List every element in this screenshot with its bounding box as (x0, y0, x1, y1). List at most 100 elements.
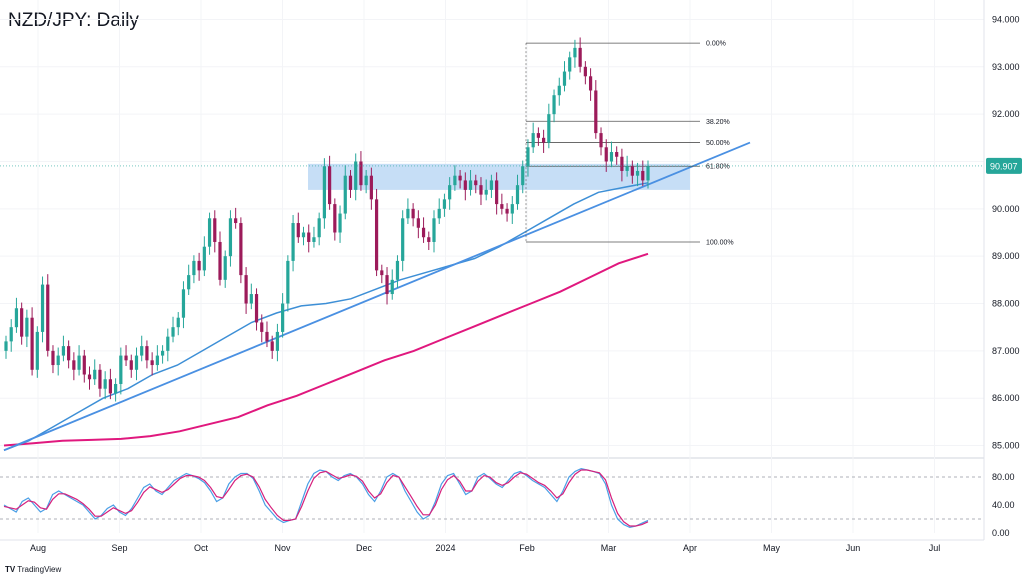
price-axis-bg (984, 0, 1024, 576)
candle-body (119, 355, 123, 384)
candle-body (67, 346, 71, 361)
candle-body (239, 223, 243, 276)
candle-body (160, 350, 165, 356)
candle-body (479, 185, 483, 195)
candle-body (30, 317, 34, 370)
trendline-line (3, 141, 751, 452)
candle-body (588, 76, 593, 91)
price-tick-label: 92.000 (992, 109, 1020, 119)
candle-body (547, 114, 551, 143)
price-tick-label: 90.000 (992, 204, 1020, 214)
candle-body (500, 204, 504, 209)
last-price-tag (986, 157, 1022, 174)
price-tick-label: 86.000 (992, 393, 1020, 403)
time-tick-label: Jul (929, 543, 941, 553)
candle-body (432, 218, 436, 242)
tradingview-footer: TV TradingView (5, 565, 61, 574)
candle-body (218, 241, 222, 280)
candle-body (270, 341, 274, 351)
candle-body (192, 260, 196, 276)
stoch-line (3, 469, 649, 527)
stochastic-panel: 80.00 40.00 0.00 (0, 467, 1015, 538)
candle-body (93, 369, 97, 380)
candle-body (140, 346, 144, 356)
tradingview-logo: TV (5, 565, 16, 574)
candle-body (526, 147, 530, 167)
trendline (3, 141, 751, 452)
last-price-label: 90.907 (990, 161, 1018, 171)
candle-body (46, 284, 50, 351)
stoch-tick-label: 80.00 (992, 472, 1015, 482)
candle-body (484, 189, 488, 195)
time-tick-label: 2024 (435, 543, 455, 553)
candle-body (416, 218, 420, 228)
stoch-tick-label: 0.00 (992, 528, 1010, 538)
candle-body (9, 327, 13, 342)
candle-body (87, 374, 92, 380)
candle-body (406, 208, 410, 219)
candle-body (77, 355, 81, 370)
candle-body (343, 175, 347, 214)
candle-body (390, 279, 394, 295)
candle-body (249, 294, 253, 304)
fib-level-label: 50.00% (706, 140, 730, 147)
candle-body (395, 260, 400, 280)
candle-body (536, 133, 540, 138)
candle-body (291, 223, 295, 261)
fib-level-label: 0.00% (706, 41, 726, 48)
candle-body (322, 166, 326, 219)
time-tick-label: Sep (111, 543, 127, 553)
candle-body (562, 71, 567, 86)
price-tick-label: 88.000 (992, 299, 1020, 309)
stoch-line (3, 467, 649, 529)
candle-body (604, 147, 608, 162)
price-tick-label: 89.000 (992, 251, 1020, 261)
time-tick-label: Nov (274, 543, 291, 553)
candle-body (542, 137, 546, 143)
time-tick-label: May (763, 543, 781, 553)
candle-body (124, 355, 128, 361)
price-tick-label: 87.000 (992, 346, 1020, 356)
ma-fast-line (3, 182, 649, 452)
candle-body (134, 355, 139, 370)
ma-slow-line (3, 252, 649, 447)
candle-body (573, 47, 577, 58)
ma-slow (3, 252, 649, 447)
time-tick-label: Mar (601, 543, 617, 553)
time-tick-label: Aug (30, 543, 46, 553)
time-tick-label: Dec (356, 543, 373, 553)
price-tick-label: 85.000 (992, 441, 1020, 451)
candle-body (4, 341, 8, 351)
candle-body (557, 85, 561, 96)
candle-body (155, 355, 159, 366)
candle-body (458, 175, 462, 181)
grid-lines (0, 0, 984, 533)
candle-body (317, 218, 321, 238)
candle-body (40, 284, 45, 332)
price-tick-label: 94.000 (992, 14, 1020, 24)
candle-body (296, 223, 300, 238)
candle-body (14, 308, 19, 328)
time-tick-label: Jun (846, 543, 861, 553)
stoch-tick-label: 40.00 (992, 500, 1015, 510)
candle-body (338, 213, 342, 233)
candle-body (510, 204, 514, 214)
candle-body (615, 152, 619, 157)
candle-body (213, 218, 217, 242)
candle-body (82, 355, 86, 375)
candle-body (620, 156, 624, 171)
candle-body (369, 175, 373, 200)
candle-body (244, 275, 248, 304)
candle-body (301, 232, 306, 238)
candle-body (489, 180, 494, 190)
candle-body (181, 289, 186, 318)
candle-body (448, 185, 452, 200)
candle-body (401, 218, 405, 261)
fib-level-label: 38.20% (706, 119, 730, 126)
candle-body (114, 383, 118, 394)
candle-body (442, 199, 447, 209)
candle-body (568, 57, 572, 72)
candle-body (228, 218, 233, 257)
tradingview-text: TradingView (17, 565, 62, 574)
